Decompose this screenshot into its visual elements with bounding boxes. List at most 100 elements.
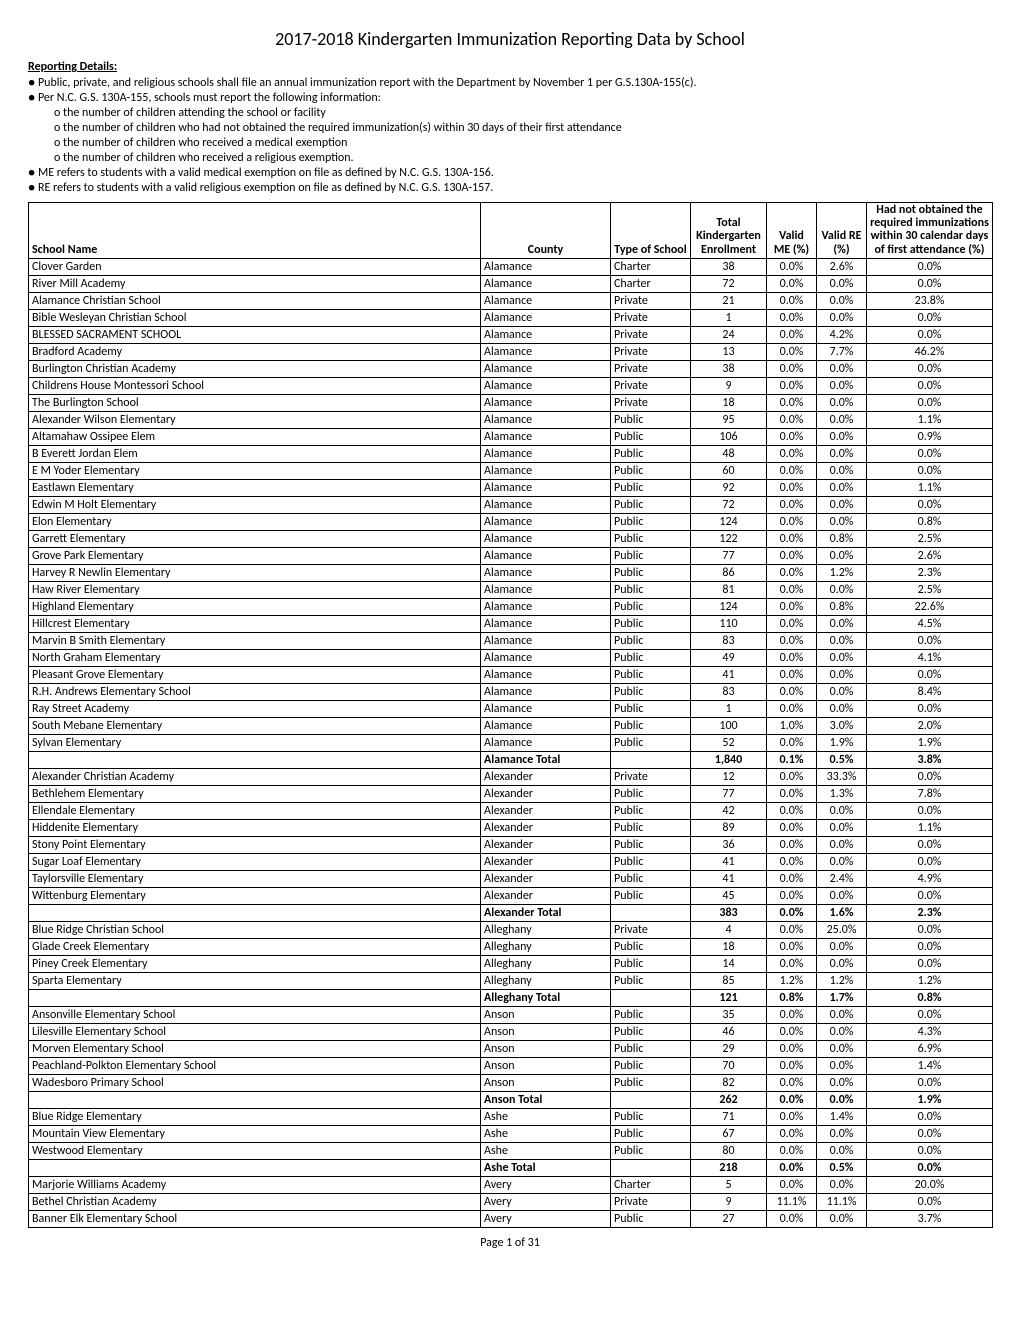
cell-county: Alexander [481,853,611,870]
cell-county: Alamance [481,496,611,513]
table-row: Blue Ridge ElementaryAshePublic710.0%1.4… [29,1108,993,1125]
cell-not-obtained: 0.0% [867,309,993,326]
cell-enrollment: 80 [691,1142,767,1159]
sub-bullet-item: the number of children who received a re… [54,151,992,166]
cell-valid-re: 0.0% [817,428,867,445]
cell-valid-re: 2.6% [817,258,867,275]
cell-county: Alamance [481,734,611,751]
cell-valid-re: 0.0% [817,615,867,632]
cell-valid-re: 0.0% [817,275,867,292]
cell-enrollment: 35 [691,1006,767,1023]
cell-enrollment: 5 [691,1176,767,1193]
cell-enrollment: 124 [691,598,767,615]
cell-valid-re: 0.0% [817,292,867,309]
cell-valid-me: 0.0% [767,445,817,462]
cell-not-obtained: 8.4% [867,683,993,700]
cell-county: Anson [481,1057,611,1074]
cell-enrollment: 13 [691,343,767,360]
cell-valid-me: 0.0% [767,462,817,479]
cell-school: Banner Elk Elementary School [29,1210,481,1227]
cell-type: Public [611,819,691,836]
cell-valid-re: 0.0% [817,802,867,819]
cell-valid-me: 0.0% [767,887,817,904]
cell-not-obtained: 2.0% [867,717,993,734]
cell-enrollment: 81 [691,581,767,598]
cell-type: Public [611,938,691,955]
cell-enrollment: 46 [691,1023,767,1040]
table-total-row: Alamance Total1,8400.1%0.5%3.8% [29,751,993,768]
cell-school: North Graham Elementary [29,649,481,666]
cell-not-obtained: 0.0% [867,462,993,479]
cell-valid-re: 0.0% [817,547,867,564]
cell-valid-re: 7.7% [817,343,867,360]
cell-valid-re: 0.0% [817,411,867,428]
cell-school: Blue Ridge Christian School [29,921,481,938]
cell-enrollment: 71 [691,1108,767,1125]
cell-county: Alamance Total [481,751,611,768]
cell-valid-re: 0.0% [817,683,867,700]
table-row: Altamahaw Ossipee ElemAlamancePublic1060… [29,428,993,445]
cell-enrollment: 92 [691,479,767,496]
cell-school: Glade Creek Elementary [29,938,481,955]
cell-not-obtained: 3.7% [867,1210,993,1227]
cell-county: Ashe [481,1142,611,1159]
cell-valid-me: 0.0% [767,1074,817,1091]
cell-enrollment: 83 [691,632,767,649]
cell-not-obtained: 0.0% [867,275,993,292]
cell-not-obtained: 0.0% [867,1006,993,1023]
cell-school: Blue Ridge Elementary [29,1108,481,1125]
cell-not-obtained: 0.0% [867,666,993,683]
cell-valid-me: 0.0% [767,785,817,802]
cell-type: Public [611,632,691,649]
cell-valid-me: 0.0% [767,1176,817,1193]
cell-not-obtained: 0.0% [867,836,993,853]
cell-type: Public [611,972,691,989]
cell-county: Alexander [481,887,611,904]
cell-enrollment: 85 [691,972,767,989]
cell-type: Public [611,1040,691,1057]
cell-type: Private [611,326,691,343]
cell-valid-re: 11.1% [817,1193,867,1210]
cell-type: Public [611,785,691,802]
cell-valid-re: 0.0% [817,1091,867,1108]
cell-not-obtained: 0.0% [867,1074,993,1091]
cell-not-obtained: 4.1% [867,649,993,666]
table-total-row: Ashe Total2180.0%0.5%0.0% [29,1159,993,1176]
cell-enrollment: 89 [691,819,767,836]
cell-valid-me: 0.0% [767,309,817,326]
cell-enrollment: 383 [691,904,767,921]
cell-valid-re: 0.0% [817,649,867,666]
cell-valid-re: 0.0% [817,938,867,955]
cell-school: BLESSED SACRAMENT SCHOOL [29,326,481,343]
cell-county: Alamance [481,717,611,734]
cell-valid-re: 0.0% [817,513,867,530]
cell-valid-re: 4.2% [817,326,867,343]
cell-school: Harvey R Newlin Elementary [29,564,481,581]
cell-valid-me: 0.0% [767,700,817,717]
cell-school: Ellendale Elementary [29,802,481,819]
cell-school: Morven Elementary School [29,1040,481,1057]
cell-valid-me: 0.0% [767,683,817,700]
cell-enrollment: 77 [691,785,767,802]
cell-enrollment: 38 [691,258,767,275]
cell-school: Highland Elementary [29,598,481,615]
cell-valid-re: 0.0% [817,666,867,683]
cell-county: Alamance [481,360,611,377]
cell-county: Ashe Total [481,1159,611,1176]
cell-county: Alexander [481,785,611,802]
cell-valid-re: 0.0% [817,700,867,717]
cell-county: Alamance [481,428,611,445]
cell-type: Public [611,513,691,530]
cell-type: Private [611,1193,691,1210]
cell-enrollment: 121 [691,989,767,1006]
cell-valid-me: 0.0% [767,921,817,938]
table-row: Eastlawn ElementaryAlamancePublic920.0%0… [29,479,993,496]
cell-valid-me: 0.0% [767,938,817,955]
cell-school: Peachland-Polkton Elementary School [29,1057,481,1074]
cell-type: Public [611,717,691,734]
cell-not-obtained: 1.1% [867,411,993,428]
cell-not-obtained: 0.0% [867,955,993,972]
table-row: South Mebane ElementaryAlamancePublic100… [29,717,993,734]
page-footer: Page 1 of 31 [28,1236,992,1250]
cell-school: Haw River Elementary [29,581,481,598]
